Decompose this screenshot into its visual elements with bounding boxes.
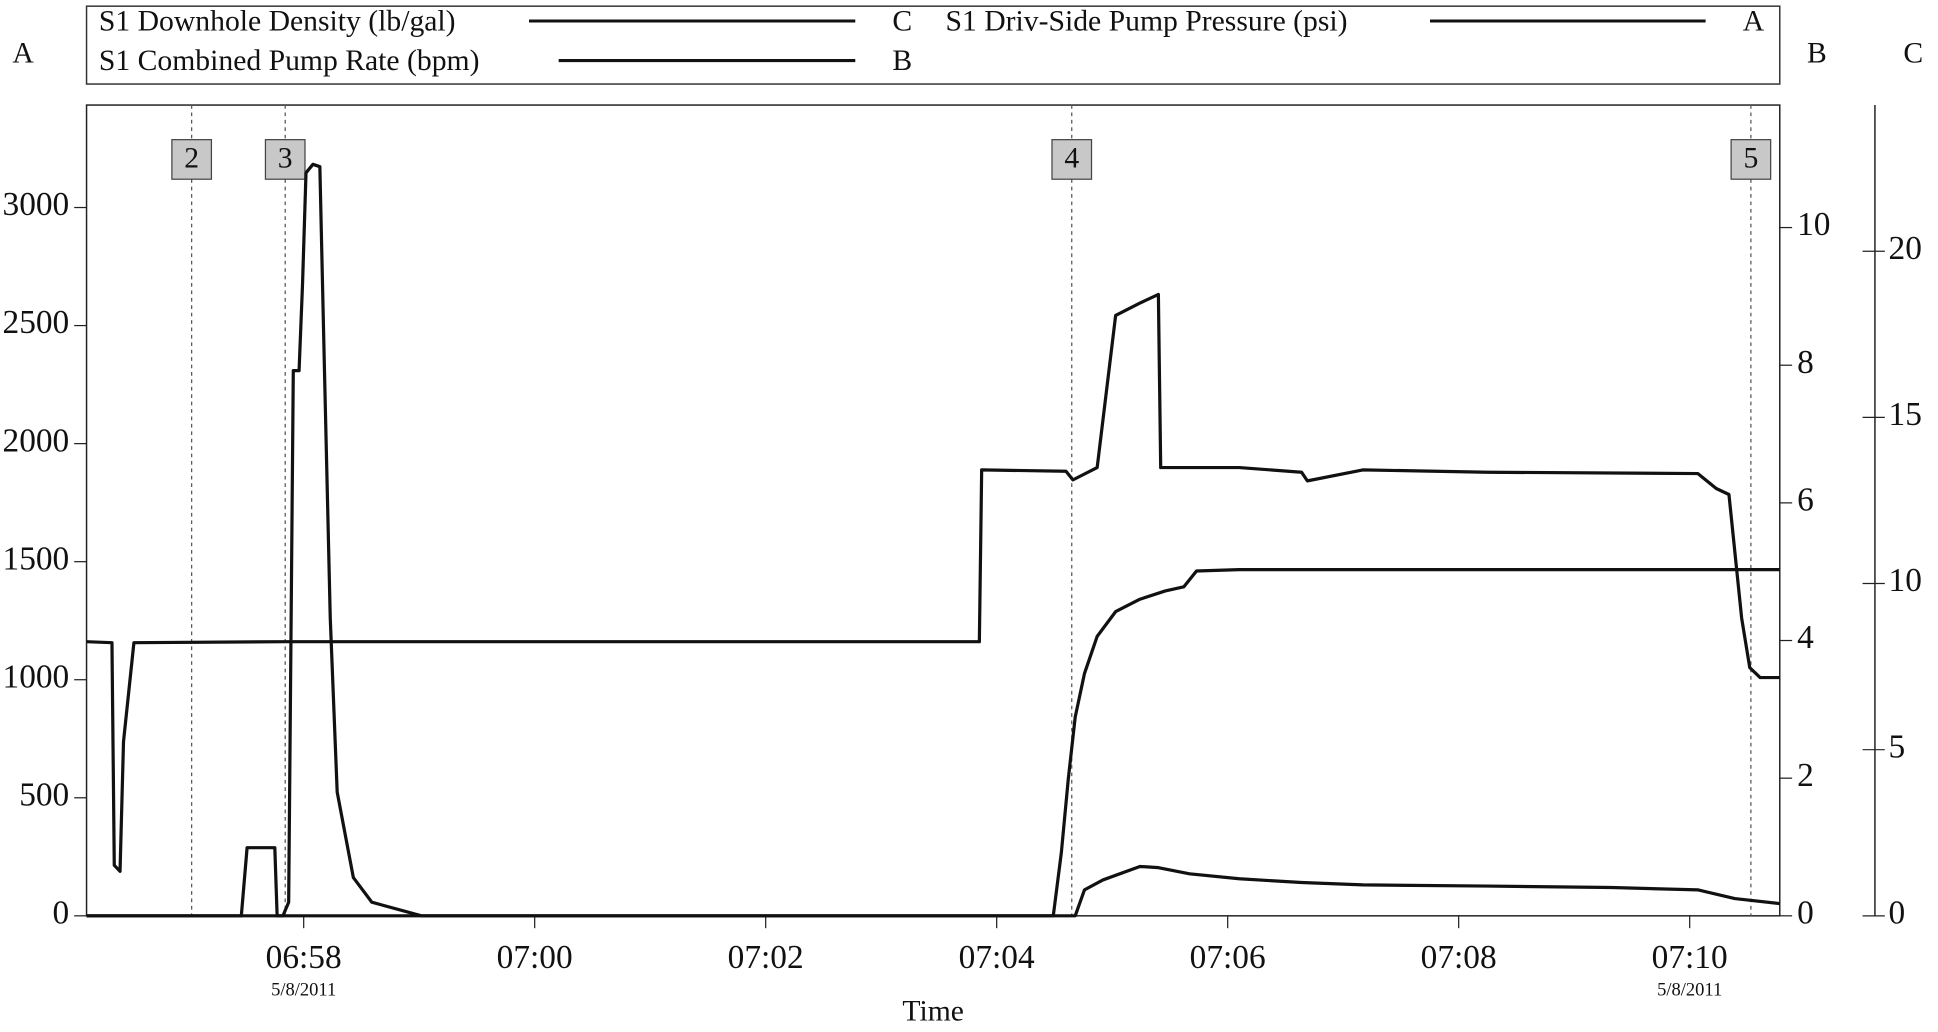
x-axis-label: Time <box>902 995 964 1027</box>
x-tick-label: 07:08 <box>1421 939 1497 976</box>
date-label: 5/8/2011 <box>1657 979 1722 1000</box>
event-label: 3 <box>278 142 293 174</box>
event-label: 5 <box>1743 142 1758 174</box>
event-label: 2 <box>184 142 199 174</box>
legend-label: S1 Combined Pump Rate (bpm) <box>99 45 480 77</box>
y-tick-label: 1500 <box>3 540 70 577</box>
event-box <box>171 139 213 180</box>
x-tick-label: 07:02 <box>728 939 804 976</box>
y3-tick-label: 10 <box>1889 562 1922 599</box>
y-tick-label: 0 <box>53 894 70 931</box>
date-label: 5/8/2011 <box>271 979 336 1000</box>
y-tick-label: 500 <box>19 776 69 813</box>
y2-tick-label: 2 <box>1797 757 1814 794</box>
x-tick-label: 06:58 <box>266 939 342 976</box>
y2-axis-label: B <box>1807 37 1827 69</box>
y3-tick-label: 5 <box>1889 728 1906 765</box>
y-tick-label: 1000 <box>3 658 70 695</box>
series-line <box>86 162 1780 918</box>
y2-tick-label: 10 <box>1797 206 1830 243</box>
y2-tick-label: 6 <box>1797 482 1814 519</box>
x-tick-label: 07:10 <box>1652 939 1728 976</box>
y3-tick-label: 20 <box>1889 230 1922 267</box>
legend-axis: C <box>892 5 912 37</box>
plot-frame <box>85 104 1781 917</box>
legend-axis: B <box>892 45 912 77</box>
y-axis-label: A <box>12 37 34 69</box>
event-box <box>1051 139 1093 180</box>
y2-tick-label: 4 <box>1797 619 1814 656</box>
y2-tick-label: 0 <box>1797 894 1814 931</box>
event-box <box>264 139 306 180</box>
x-tick-label: 07:00 <box>497 939 573 976</box>
legend-axis: A <box>1743 5 1765 37</box>
legend-label: S1 Downhole Density (lb/gal) <box>99 5 456 37</box>
series-line <box>86 568 1780 918</box>
event-label: 4 <box>1064 142 1079 174</box>
y-tick-label: 3000 <box>3 186 70 223</box>
y3-tick-label: 0 <box>1889 894 1906 931</box>
x-tick-label: 07:06 <box>1190 939 1266 976</box>
series-line <box>86 292 1780 873</box>
x-tick-label: 07:04 <box>959 939 1035 976</box>
legend-label: S1 Driv-Side Pump Pressure (psi) <box>946 5 1348 37</box>
y3-tick-label: 15 <box>1889 396 1922 433</box>
legend-box <box>85 5 1781 85</box>
y2-tick-label: 8 <box>1797 344 1814 381</box>
y-tick-label: 2500 <box>3 304 70 341</box>
event-box <box>1730 139 1772 180</box>
y3-axis-label: C <box>1903 37 1923 69</box>
y-tick-label: 2000 <box>3 422 70 459</box>
